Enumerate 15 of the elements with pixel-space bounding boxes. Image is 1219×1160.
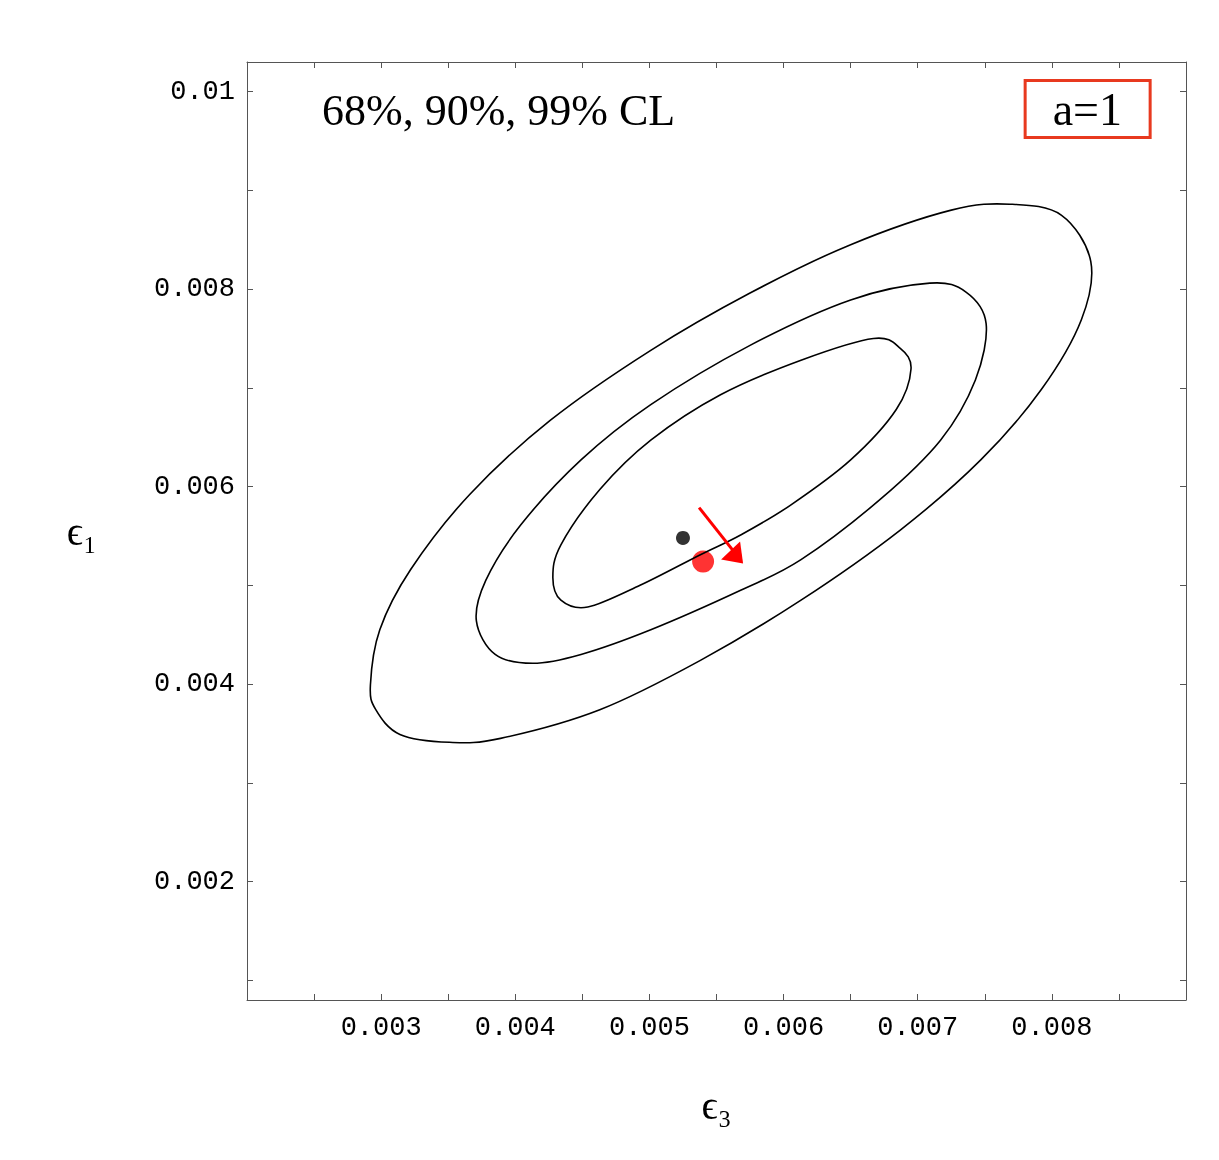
y-axis-title: ϵ₁: [66, 508, 97, 554]
x-axis-title: ϵ₃: [701, 1082, 732, 1128]
annotation: 68%, 90%, 99% CL: [322, 85, 676, 135]
x-tick-label: 0.004: [474, 1012, 556, 1043]
x-tick-label: 0.005: [608, 1012, 690, 1043]
y-tick-label: 0.004: [153, 669, 235, 700]
y-tick-label: 0.01: [170, 76, 235, 107]
x-tick-label: 0.007: [877, 1012, 959, 1043]
y-tick-label: 0.006: [153, 471, 235, 502]
annotation: a=1: [1052, 83, 1122, 135]
x-tick-label: 0.003: [340, 1012, 422, 1043]
y-tick-label: 0.008: [153, 274, 235, 305]
x-tick-label: 0.006: [743, 1012, 825, 1043]
x-tick-label: 0.008: [1011, 1012, 1093, 1043]
y-tick-label: 0.002: [153, 866, 235, 897]
